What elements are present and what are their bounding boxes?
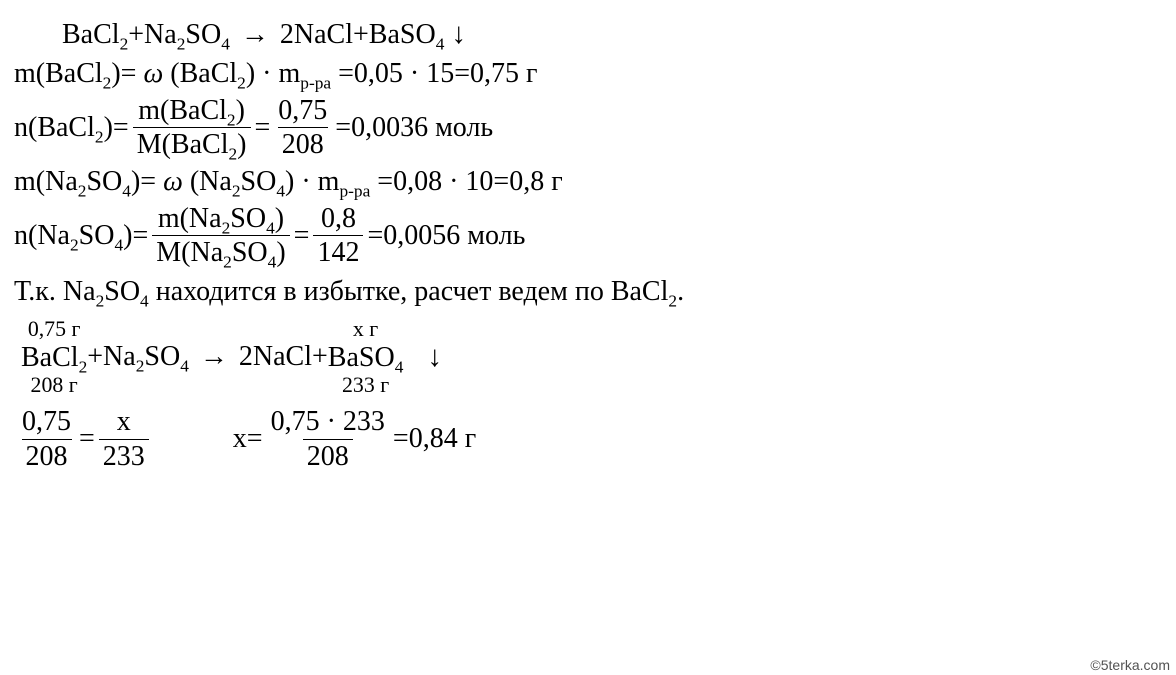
plus: + [87,341,103,373]
mass-na2so4-line: m(Na2SO4)= ω (Na2SO4) · mр-ра =0,08 · 10… [14,166,1162,198]
proportion-line: 0,75 208 = x 233 x= 0,75 · 233 208 =0,84… [14,407,1162,471]
stoich-equation-line: 0,75 г BaCl2 208 г + Na2SO4 → 2NaCl+ x г… [14,318,1162,397]
reactant-1: BaCl2 [62,19,128,51]
fraction-left: 0,75 208 [18,407,75,471]
arrow-icon: → [237,19,273,51]
expr: m(BaCl2)= ω (BaCl2) · mр-ра =0,05 · 15=0… [14,58,538,90]
moles-bacl2-line: n(BaCl2)= m(BaCl2) M(BaCl2) = 0,75 208 =… [14,96,1162,160]
product-2: BaSO4 [369,19,445,51]
lhs: n(BaCl2)= [14,112,129,144]
precipitate-down-icon: ↓ [451,18,466,52]
fraction-right: x 233 [99,407,149,471]
lhs: n(Na2SO4)= [14,220,148,252]
fraction-numeric: 0,75 208 [274,96,331,160]
result: =0,0036 моль [335,112,493,144]
fraction-solution: 0,75 · 233 208 [267,407,389,471]
moles-na2so4-line: n(Na2SO4)= m(Na2SO4) M(Na2SO4) = 0,8 142… [14,204,1162,268]
mass-bacl2-line: m(BaCl2)= ω (BaCl2) · mр-ра =0,05 · 15=0… [14,58,1162,90]
result: =0,0056 моль [367,220,525,252]
fraction-symbolic: m(BaCl2) M(BaCl2) [133,96,251,160]
fraction-numeric: 0,8 142 [313,204,363,268]
stoich-baso4: x г BaSO4 233 г [328,318,404,397]
product-1: 2NaCl [280,19,353,51]
equation-line-1: BaCl2 + Na2SO4 → 2NaCl + BaSO4 ↓ [14,18,1162,52]
equals: = [255,112,271,144]
text: Т.к. Na2SO4 находится в избытке, расчет … [14,276,684,308]
equals: = [294,220,310,252]
reactant-na2so4: Na2SO4 [103,341,189,373]
equals: = [79,423,95,455]
plus: + [353,19,369,51]
product-nacl: 2NaCl+ [239,341,328,373]
fraction-symbolic: m(Na2SO4) M(Na2SO4) [152,204,289,268]
reactant-2: Na2SO4 [144,19,230,51]
result: =0,84 г [393,423,476,455]
stoich-bacl2: 0,75 г BaCl2 208 г [21,318,87,397]
watermark-text: ©5terka.com [1090,657,1170,673]
expr: m(Na2SO4)= ω (Na2SO4) · mр-ра =0,08 · 10… [14,166,563,198]
plus: + [128,19,144,51]
precipitate-down-icon: ↓ [427,341,442,375]
arrow-icon: → [196,341,232,373]
x-equals: x= [233,423,263,455]
excess-statement-line: Т.к. Na2SO4 находится в избытке, расчет … [14,276,1162,308]
